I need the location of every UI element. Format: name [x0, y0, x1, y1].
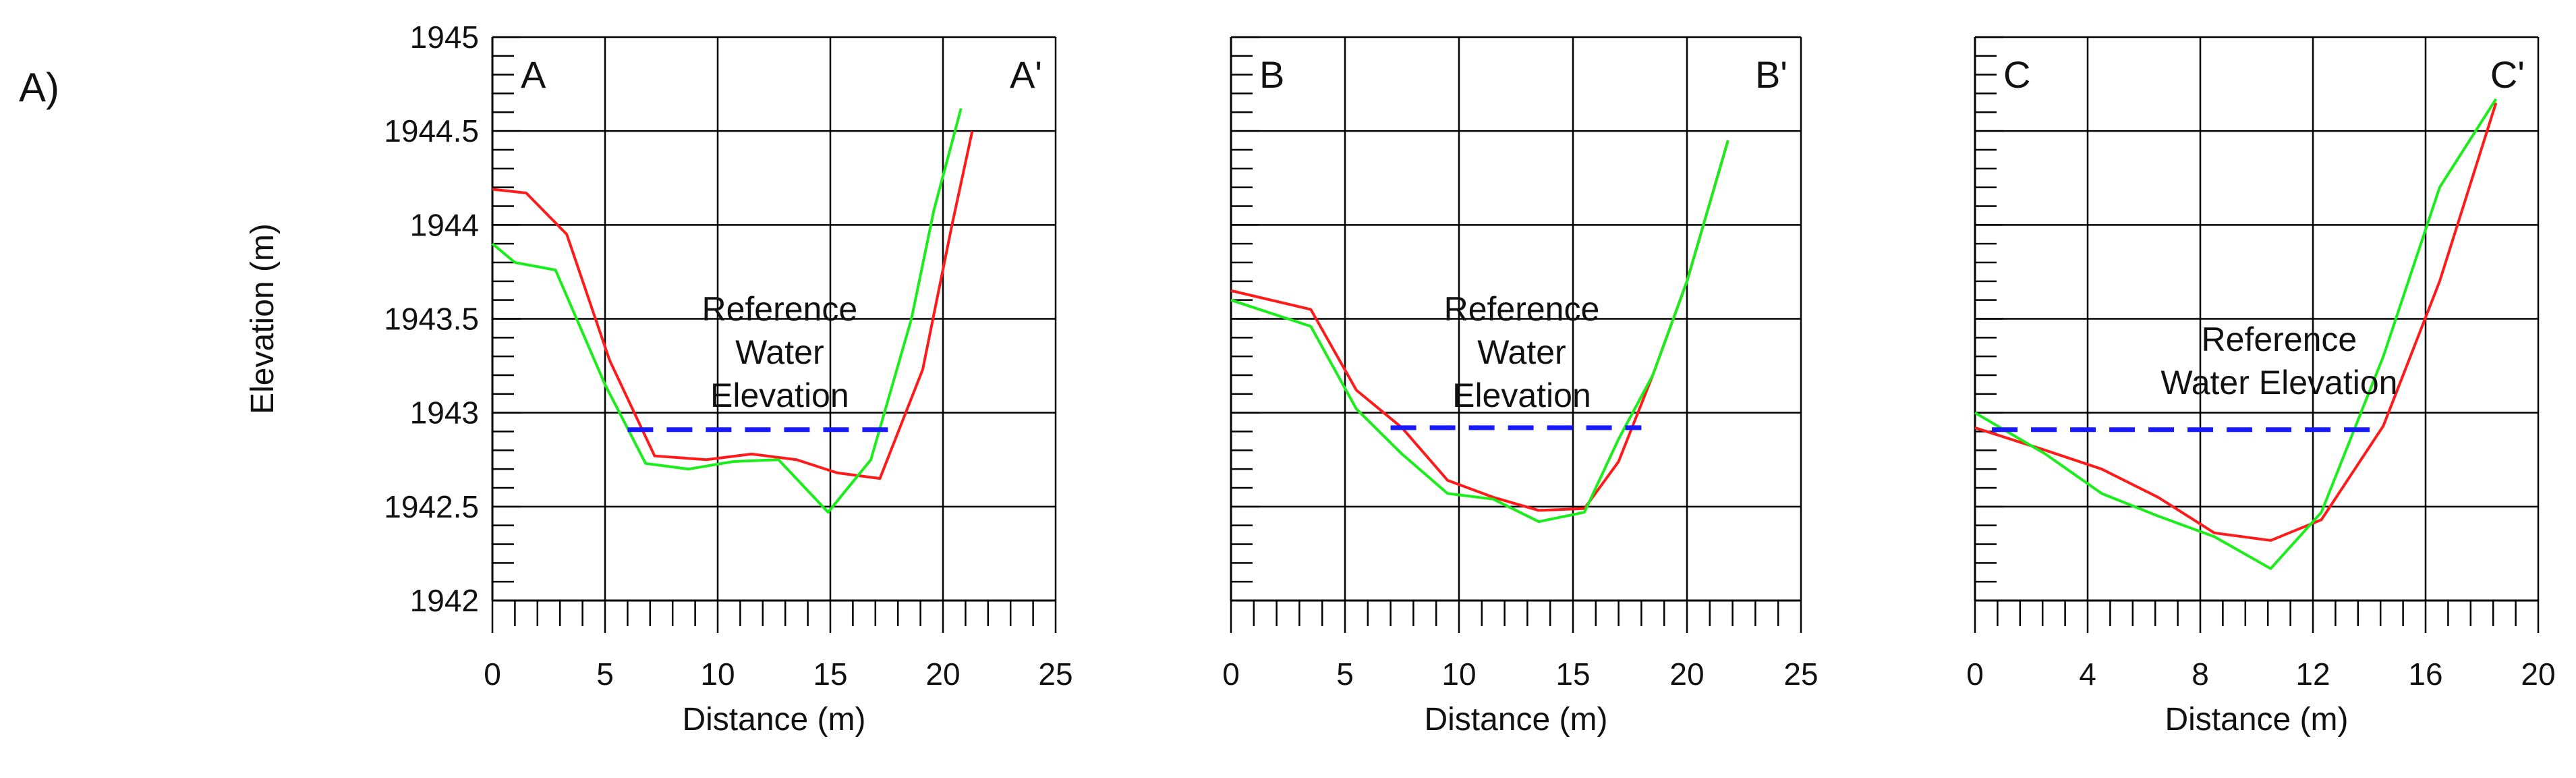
y-minor-ticks [492, 36, 521, 602]
annotation-line: Reference [1444, 290, 1600, 328]
y-tick-label: 1945 [410, 20, 479, 55]
annotation-line: Water [1477, 333, 1566, 371]
y-tick-label: 1942.5 [384, 489, 479, 524]
y-minor-ticks [1975, 36, 2003, 602]
panel-c: 0 4 8 12 16 20 Distance (m) C C' Reference Water E… [1966, 36, 2556, 738]
x-axis-label: Distance (m) [1424, 702, 1607, 738]
annotation-line: Elevation [710, 377, 849, 414]
series-line-green [1230, 140, 1729, 524]
x-tick-label: 20 [1669, 657, 1704, 692]
series-line-red [1974, 102, 2498, 542]
annotation-line: Reference [702, 290, 857, 328]
series-line-green [1974, 98, 2498, 570]
grid [1975, 37, 2538, 601]
reference-annotation: Reference Water Elevation [1444, 290, 1600, 414]
x-axis-label: Distance (m) [2165, 702, 2348, 738]
x-tick-label: 0 [1222, 657, 1240, 692]
series-line-red [492, 130, 974, 480]
panel-b: 0 5 10 15 20 25 Distance (m) B B' Reference Water E… [1222, 36, 1819, 738]
section-end-label: B' [1755, 53, 1787, 96]
grid [492, 37, 1056, 601]
x-tick-label: 0 [484, 657, 501, 692]
x-tick-label: 25 [1783, 657, 1818, 692]
y-minor-ticks [1231, 36, 1259, 602]
x-minor-ticks [491, 601, 1057, 633]
section-start-label: B [1259, 53, 1284, 96]
series-line-green [491, 108, 963, 514]
x-tick-label: 5 [596, 657, 614, 692]
section-start-label: A [521, 53, 546, 96]
y-tick-label: 1944.5 [384, 113, 479, 148]
annotation-line: Water [735, 333, 824, 371]
panel-a: 0 5 10 15 20 25 1942 1942.5 1943 1943.5 1944 1944.5… [245, 20, 1073, 738]
annotation-line: Elevation [1452, 377, 1591, 414]
x-tick-label: 8 [2192, 657, 2209, 692]
x-axis-label: Distance (m) [682, 702, 865, 738]
x-minor-ticks [1974, 601, 2540, 633]
y-tick-label: 1943 [410, 395, 479, 430]
y-tick-label: 1943.5 [384, 302, 479, 337]
section-end-label: C' [2490, 53, 2525, 96]
annotation-line: Reference [2202, 321, 2357, 358]
reference-annotation: Reference Water Elevation [702, 290, 857, 414]
x-tick-label: 4 [2079, 657, 2096, 692]
section-start-label: C [2003, 53, 2030, 96]
x-tick-label: 15 [813, 657, 847, 692]
grid [1231, 37, 1801, 601]
x-tick-label: 16 [2408, 657, 2442, 692]
x-tick-label: 10 [1441, 657, 1476, 692]
y-tick-label: 1944 [410, 207, 479, 242]
x-tick-label: 20 [925, 657, 960, 692]
x-tick-label: 25 [1038, 657, 1072, 692]
x-tick-label: 15 [1555, 657, 1590, 692]
reference-annotation: Reference Water Elevation [2160, 321, 2397, 401]
figure-label: A) [19, 65, 59, 110]
x-minor-ticks [1230, 601, 1802, 633]
x-tick-label: 20 [2521, 657, 2555, 692]
annotation-line: Water Elevation [2160, 364, 2397, 401]
x-tick-label: 10 [700, 657, 735, 692]
section-end-label: A' [1010, 53, 1042, 96]
x-tick-label: 12 [2295, 657, 2330, 692]
y-axis-label: Elevation (m) [245, 223, 281, 414]
x-tick-label: 5 [1336, 657, 1354, 692]
y-tick-label: 1942 [410, 583, 479, 618]
x-tick-label: 0 [1966, 657, 1984, 692]
